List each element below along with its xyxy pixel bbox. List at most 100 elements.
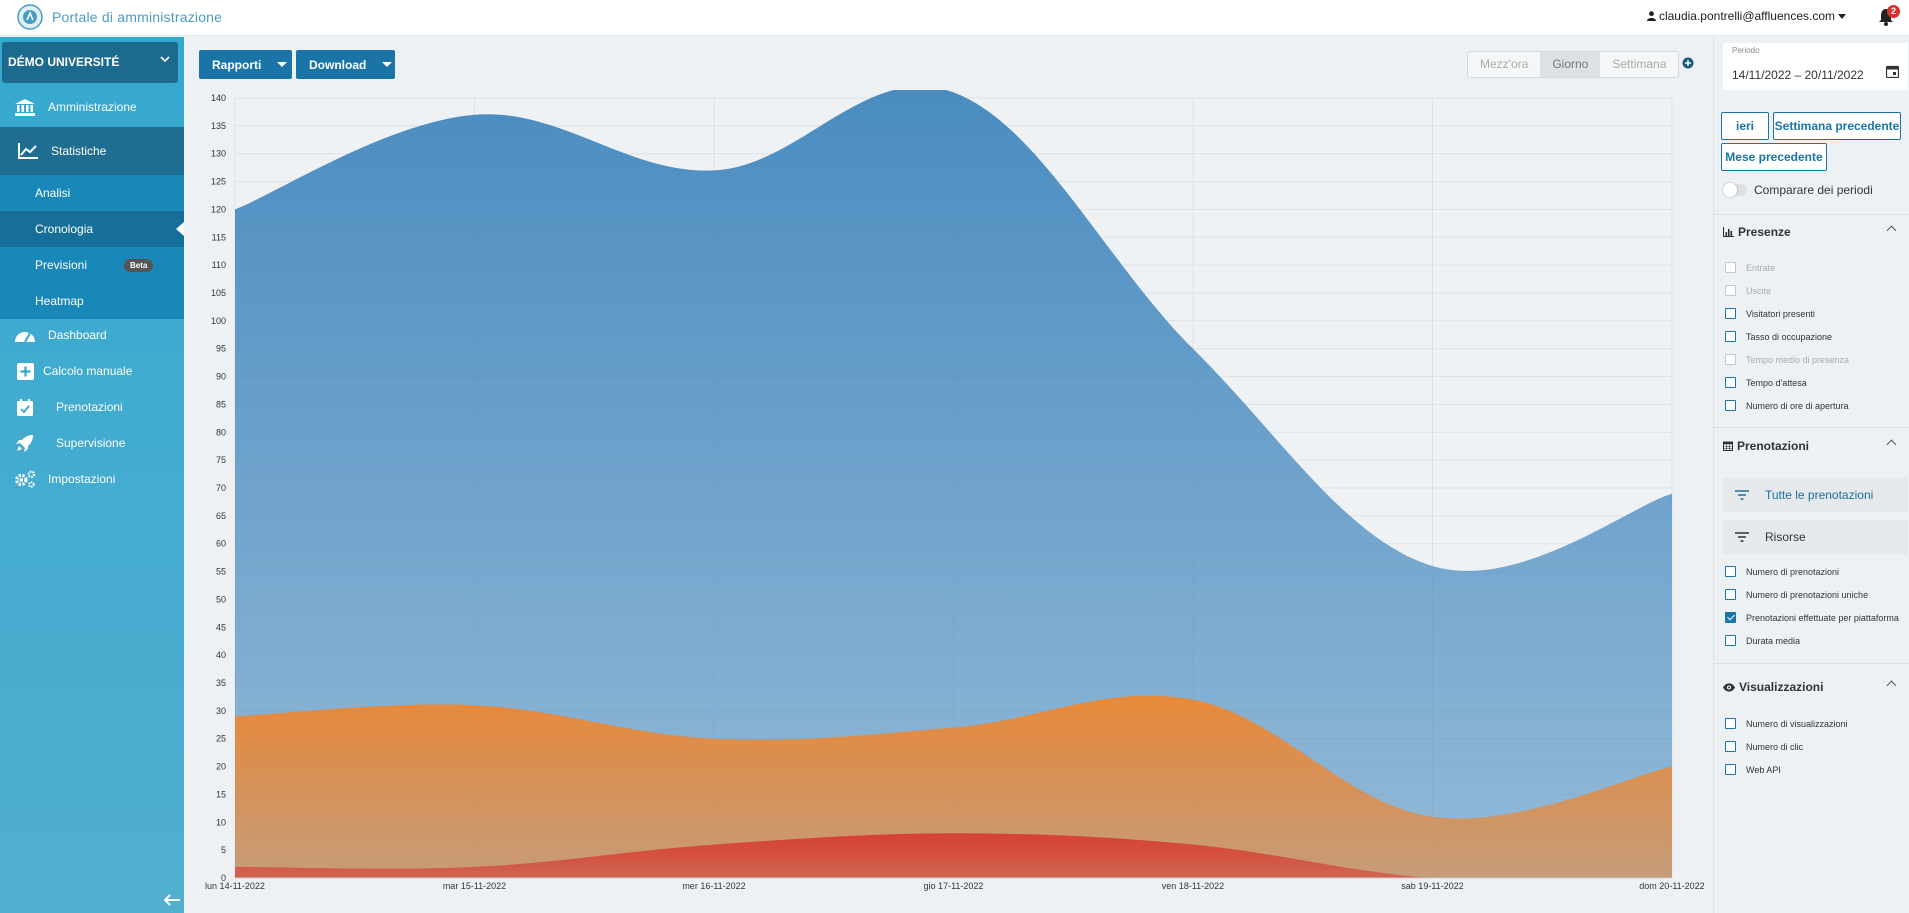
chevron-up-icon <box>1886 225 1897 236</box>
collapse-sidebar-icon[interactable] <box>163 890 181 911</box>
checkbox[interactable] <box>1725 400 1736 411</box>
y-tick-label: 130 <box>211 149 226 159</box>
section-visualizzazioni[interactable]: Visualizzazioni <box>1723 677 1903 697</box>
granularity-half-hour[interactable]: Mezz'ora <box>1480 57 1529 71</box>
checkbox-web-api[interactable]: Web API <box>1725 764 1781 775</box>
sidebar-item-label: Impostazioni <box>48 472 116 486</box>
y-tick-label: 125 <box>211 177 226 187</box>
checkbox-entrate[interactable]: Entrate <box>1725 262 1775 273</box>
y-tick-label: 75 <box>216 455 226 465</box>
granularity-day[interactable]: Giorno <box>1540 52 1601 77</box>
y-tick-label: 135 <box>211 121 226 131</box>
sidebar-item-amministrazione[interactable]: Amministrazione <box>0 89 184 125</box>
checkbox[interactable] <box>1725 635 1736 646</box>
checkbox[interactable] <box>1725 377 1736 388</box>
checkbox-label: Numero di visualizzazioni <box>1746 718 1848 729</box>
sidebar-item-calcolo-manuale[interactable]: Calcolo manuale <box>0 353 184 389</box>
chart-area: 0 5 10 15 20 25 30 35 40 45 50 55 60 65 70 75 80 85 90 95 10… <box>190 86 1710 900</box>
section-title: Prenotazioni <box>1737 439 1810 453</box>
checkbox-checked[interactable] <box>1725 612 1736 623</box>
checkbox-visitatori-presenti[interactable]: Visitatori presenti <box>1725 308 1815 319</box>
checkbox[interactable] <box>1725 285 1736 296</box>
filter-all-reservations[interactable]: Tutte le prenotazioni <box>1723 478 1908 512</box>
section-presenze[interactable]: Presenze <box>1723 222 1903 242</box>
checkbox[interactable] <box>1725 566 1736 577</box>
previous-month-button[interactable]: Mese precedente <box>1721 143 1827 171</box>
checkbox[interactable] <box>1725 262 1736 273</box>
checkbox-tempo-attesa[interactable]: Tempo d'attesa <box>1725 377 1807 388</box>
sidebar-item-label: Statistiche <box>51 144 107 158</box>
checkbox-prenotazioni-piattaforma[interactable]: Prenotazioni effettuate per piattaforma <box>1725 612 1899 623</box>
sidebar-item-impostazioni[interactable]: Impostazioni <box>0 461 184 497</box>
checkbox-label: Tempo d'attesa <box>1746 377 1807 388</box>
download-button[interactable]: Download <box>296 50 395 79</box>
checkbox-label: Entrate <box>1746 262 1776 273</box>
plus-circle-icon[interactable] <box>1682 57 1694 69</box>
checkbox-prenotazioni-uniche[interactable]: Numero di prenotazioni uniche <box>1725 589 1868 600</box>
organization-select[interactable]: DÉMO UNIVERSITÉ <box>2 42 178 83</box>
checkbox-numero-clic[interactable]: Numero di clic <box>1725 741 1803 752</box>
checkbox[interactable] <box>1725 764 1736 775</box>
checkbox-ore-apertura[interactable]: Numero di ore di apertura <box>1725 400 1849 411</box>
x-tick-label: dom 20-11-2022 <box>1639 881 1704 891</box>
section-prenotazioni[interactable]: Prenotazioni <box>1723 436 1903 456</box>
previous-week-button[interactable]: Settimana precedente <box>1773 112 1901 140</box>
sidebar-subitem-cronologia[interactable]: Cronologia <box>0 211 184 247</box>
sidebar-item-dashboard[interactable]: Dashboard <box>0 317 184 353</box>
sidebar-item-label: Dashboard <box>48 328 107 342</box>
y-tick-label: 120 <box>211 204 226 214</box>
bar-chart-icon <box>1723 227 1734 237</box>
chevron-up-icon <box>1886 439 1897 450</box>
y-tick-label: 50 <box>216 594 226 604</box>
checkbox-uscite[interactable]: Uscite <box>1725 285 1771 296</box>
x-tick-label: ven 18-11-2022 <box>1162 881 1224 891</box>
logo-icon[interactable] <box>16 3 44 31</box>
checkbox-numero-prenotazioni[interactable]: Numero di prenotazioni <box>1725 566 1839 577</box>
sidebar-subitem-analisi[interactable]: Analisi <box>0 175 184 211</box>
checkbox-durata-media[interactable]: Durata media <box>1725 635 1800 646</box>
sidebar-item-supervisione[interactable]: Supervisione <box>0 425 184 461</box>
y-tick-label: 40 <box>216 650 226 660</box>
checkbox[interactable] <box>1725 354 1736 365</box>
notification-badge: 2 <box>1887 5 1900 18</box>
sidebar: DÉMO UNIVERSITÉ Amministrazione Statisti… <box>0 37 184 913</box>
filter-icon <box>1735 532 1749 542</box>
active-indicator <box>176 222 184 236</box>
calendar-icon <box>1723 441 1733 451</box>
yesterday-button[interactable]: ieri <box>1721 112 1769 140</box>
period-picker[interactable]: Periodo 14/11/2022 – 20/11/2022 <box>1723 43 1908 90</box>
sidebar-item-prenotazioni[interactable]: Prenotazioni <box>0 389 184 425</box>
filter-icon <box>1735 490 1749 500</box>
checkbox[interactable] <box>1725 331 1736 342</box>
rocket-icon <box>14 434 36 452</box>
y-tick-label: 115 <box>212 232 226 242</box>
right-panel: Periodo 14/11/2022 – 20/11/2022 ieri Set… <box>1713 37 1909 913</box>
checkbox-tasso-occupazione[interactable]: Tasso di occupazione <box>1725 331 1832 342</box>
checkbox-label: Uscite <box>1746 285 1772 296</box>
compare-periods-toggle[interactable] <box>1723 183 1747 197</box>
y-tick-label: 80 <box>216 427 226 437</box>
org-name: DÉMO UNIVERSITÉ <box>8 55 120 69</box>
sidebar-item-statistiche[interactable]: Statistiche <box>0 127 184 175</box>
sidebar-subitem-heatmap[interactable]: Heatmap <box>0 283 184 319</box>
bank-icon <box>14 98 36 116</box>
y-tick-label: 60 <box>216 539 226 549</box>
checkbox[interactable] <box>1725 741 1736 752</box>
y-tick-label: 100 <box>211 316 226 326</box>
caret-down-icon <box>382 62 393 67</box>
sidebar-item-label: Prenotazioni <box>56 400 123 414</box>
sidebar-subitem-label: Analisi <box>35 186 71 200</box>
divider <box>1714 663 1909 664</box>
checkbox[interactable] <box>1725 589 1736 600</box>
user-menu[interactable]: claudia.pontrelli@affluences.com <box>1646 9 1846 23</box>
checkbox[interactable] <box>1725 308 1736 319</box>
checkbox[interactable] <box>1725 718 1736 729</box>
checkbox-numero-visualizzazioni[interactable]: Numero di visualizzazioni <box>1725 718 1848 729</box>
checkbox-tempo-medio-presenza[interactable]: Tempo medio di presenza <box>1725 354 1849 365</box>
sidebar-subitem-previsioni[interactable]: Previsioni Beta <box>0 247 184 283</box>
granularity-week[interactable]: Settimana <box>1612 57 1667 71</box>
reports-button[interactable]: Rapporti <box>199 50 292 79</box>
y-tick-label: 20 <box>216 762 226 772</box>
calendar-icon[interactable] <box>1886 65 1899 78</box>
filter-resources[interactable]: Risorse <box>1723 520 1908 554</box>
